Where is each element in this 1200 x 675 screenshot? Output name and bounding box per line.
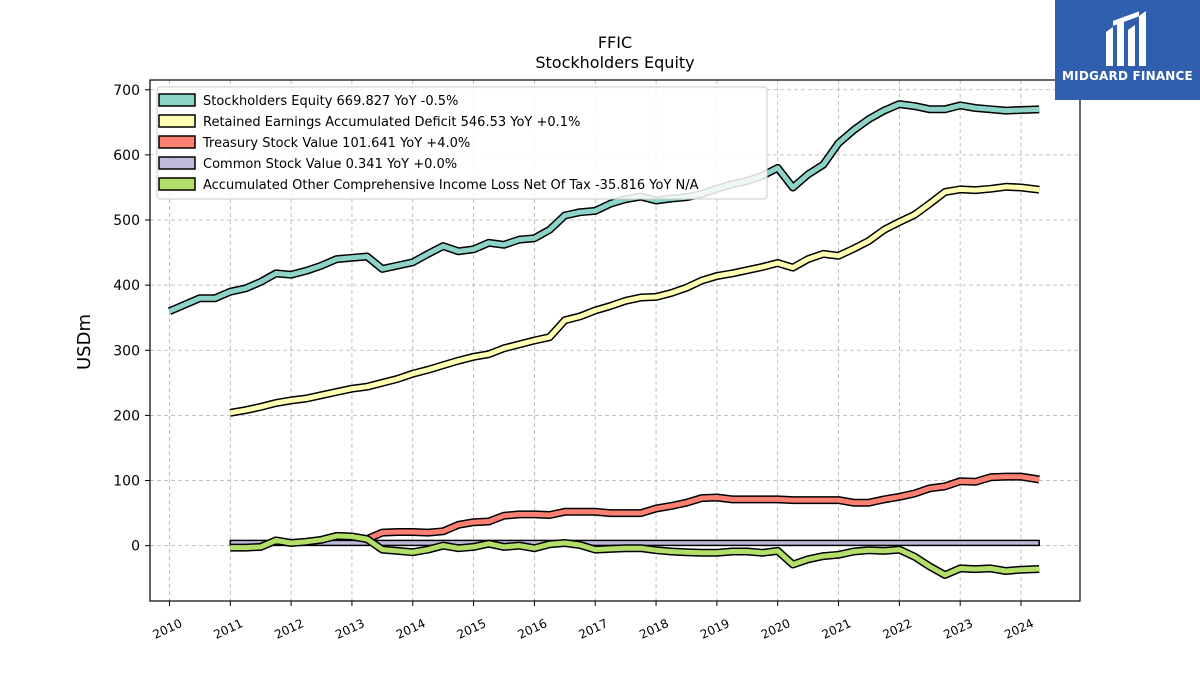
x-tick-label: 2011 <box>211 616 245 642</box>
x-tick-label: 2013 <box>333 616 367 642</box>
x-tick-label: 2016 <box>516 616 550 642</box>
y-tick-label: 700 <box>113 83 140 99</box>
y-tick-label: 200 <box>113 408 140 424</box>
y-tick-label: 300 <box>113 343 140 359</box>
series-group <box>167 100 1040 579</box>
y-axis-label: USDm <box>74 314 95 370</box>
legend-swatch <box>158 177 196 191</box>
x-tick-label: 2024 <box>1002 616 1036 642</box>
y-tick-label: 0 <box>131 539 140 555</box>
series-accumulated-other-comprehensive-income-loss-net-of-tax-line <box>230 533 1040 578</box>
x-tick-label: 2023 <box>941 616 975 642</box>
x-tick-label: 2015 <box>455 616 489 642</box>
y-tick-label: 500 <box>113 213 140 229</box>
brand-logo: MIDGARD FINANCE <box>1055 0 1200 100</box>
x-tick-label: 2017 <box>576 616 610 642</box>
y-tick-label: 600 <box>113 148 140 164</box>
series-treasury-stock-value-line <box>366 474 1040 542</box>
x-tick-label: 2022 <box>881 616 915 642</box>
legend-entry: Stockholders Equity 669.827 YoY -0.5% <box>203 94 458 109</box>
legend-entry: Retained Earnings Accumulated Deficit 54… <box>203 115 580 130</box>
legend-swatch <box>158 135 196 149</box>
brand-mark-icon <box>1106 11 1146 66</box>
legend-swatch <box>158 93 196 107</box>
legend-swatch <box>158 156 196 170</box>
x-tick-label: 2010 <box>151 616 185 642</box>
plot-frame <box>149 79 1081 602</box>
legend: Stockholders Equity 669.827 YoY -0.5% Ret… <box>156 86 768 200</box>
x-tick-label: 2014 <box>394 616 428 642</box>
legend-box <box>156 86 768 200</box>
brand-name: MIDGARD FINANCE <box>1062 69 1193 83</box>
y-tick-label: 100 <box>113 474 140 490</box>
chart-title: FFIC <box>598 33 632 52</box>
legend-entry: Common Stock Value 0.341 YoY +0.0% <box>203 157 457 172</box>
x-tick-label: 2021 <box>820 616 854 642</box>
legend-entry: Accumulated Other Comprehensive Income L… <box>203 178 699 193</box>
x-tick-label: 2012 <box>272 616 306 642</box>
series-stockholders-equity-line <box>168 101 1040 314</box>
x-tick-label: 2019 <box>698 616 732 642</box>
y-tick-label: 400 <box>113 278 140 294</box>
x-tick-label: 2018 <box>637 616 671 642</box>
x-tick-label: 2020 <box>759 616 793 642</box>
legend-entry: Treasury Stock Value 101.641 YoY +4.0% <box>202 136 470 151</box>
series-retained-earnings-accumulated-deficit-line <box>229 184 1040 416</box>
legend-swatch <box>158 114 196 128</box>
chart-subtitle: Stockholders Equity <box>535 53 694 72</box>
